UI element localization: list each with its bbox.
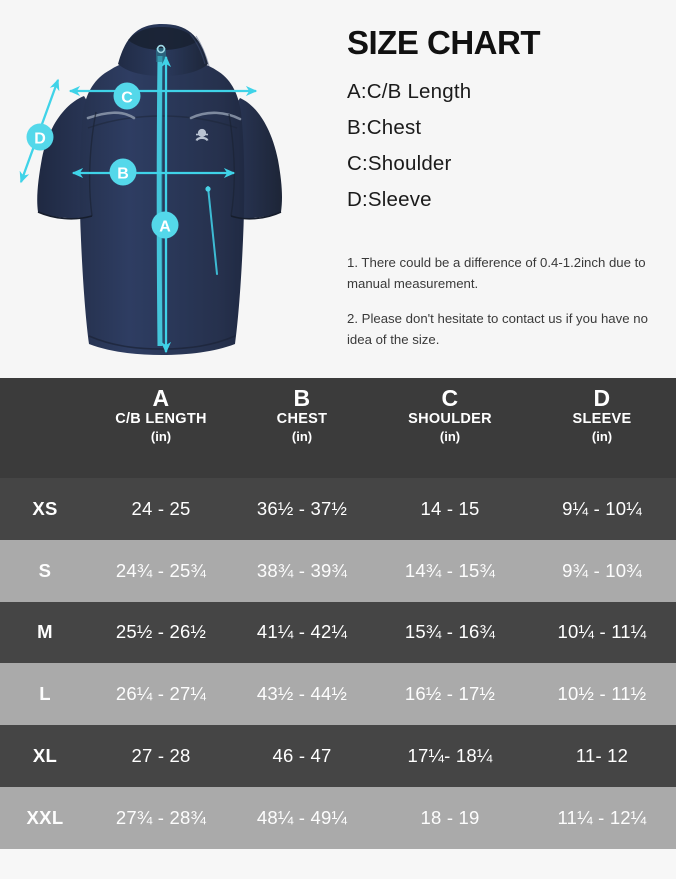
- header-cell-size: [0, 378, 90, 387]
- row-chest: 48¼ - 49¼: [256, 806, 348, 828]
- header-unit-sleeve: (in): [591, 428, 613, 444]
- row-cb-length: 25½ - 26½: [115, 621, 207, 643]
- row-shoulder: 16½ - 17½: [404, 683, 496, 705]
- legend-item-b: B:Chest: [347, 116, 422, 139]
- header-unit-shoulder: (in): [439, 428, 461, 444]
- note-measurement-tolerance: 1. There could be a difference of 0.4-1.…: [347, 255, 646, 291]
- header-cell-chest: B CHEST (in): [232, 378, 372, 445]
- notes-list: 1. There could be a difference of 0.4-1.…: [347, 253, 665, 364]
- table-row: XL 27 - 28 46 - 47 17¼- 18¼ 11- 12: [0, 725, 676, 787]
- left-sleeve-hem: [37, 211, 93, 220]
- row-chest: 36½ - 37½: [256, 497, 348, 519]
- header-name-chest: CHEST: [276, 410, 328, 427]
- table-row: XS 24 - 25 36½ - 37½ 14 - 15 9¼ - 10¼: [0, 478, 676, 540]
- marker-badge-d: D: [26, 123, 54, 151]
- collar-ribs: [189, 33, 206, 65]
- header-name-cb-length: C/B LENGTH: [115, 410, 207, 427]
- header-letter-d: D: [593, 385, 611, 411]
- right-chest-welt: [189, 111, 242, 121]
- pocket-zipper-pull: [205, 186, 211, 192]
- front-zipper-shadow: [161, 55, 164, 347]
- garment-illustration: C B A D: [0, 0, 336, 378]
- row-chest: 43½ - 44½: [256, 683, 348, 705]
- collar-inner: [128, 27, 198, 50]
- size-table: A C/B LENGTH (in) B CHEST (in) C SHOULDE…: [0, 378, 676, 849]
- row-sleeve: 10¼ - 11¼: [557, 621, 647, 643]
- row-chest: 41¼ - 42¼: [256, 621, 348, 643]
- svg-text:C: C: [121, 90, 133, 107]
- zipper-pull: [156, 44, 166, 54]
- left-chest-welt: [86, 111, 136, 120]
- table-row: L 26¼ - 27¼ 43½ - 44½ 16½ - 17½ 10½ - 11…: [0, 663, 676, 726]
- bottom-spacer: [0, 849, 676, 879]
- header-letter-b: B: [293, 385, 311, 411]
- header-unit-chest: (in): [291, 428, 313, 444]
- header-cell-cb-length: A C/B LENGTH (in): [90, 378, 232, 445]
- row-cb-length: 24 - 25: [131, 497, 191, 519]
- row-chest: 38¾ - 39¾: [256, 559, 348, 581]
- header-letter-c: C: [441, 385, 459, 411]
- svg-text:B: B: [117, 166, 129, 183]
- header-cell-shoulder: C SHOULDER (in): [372, 378, 528, 445]
- row-sleeve: 9¼ - 10¼: [562, 497, 642, 519]
- svg-text:A: A: [159, 219, 171, 236]
- table-row: S 24¾ - 25¾ 38¾ - 39¾ 14¾ - 15¾ 9¾ - 10¾: [0, 539, 676, 602]
- legend-item-a: A:C/B Length: [347, 80, 472, 103]
- row-shoulder: 18 - 19: [420, 806, 480, 828]
- row-sleeve: 11¼ - 12¼: [557, 806, 647, 828]
- collar-ribs-2: [195, 35, 210, 67]
- row-size-label: S: [38, 559, 52, 581]
- table-row: XXL 27¾ - 28¾ 48¼ - 49¼ 18 - 19 11¼ - 12…: [0, 786, 676, 849]
- right-sleeve-hem: [230, 211, 282, 220]
- legend-list: A:C/B Length B:Chest C:Shoulder D:Sleeve: [347, 80, 673, 226]
- header-unit-cb-length: (in): [150, 428, 172, 444]
- legend-item-d: D:Sleeve: [347, 188, 432, 211]
- right-armhole: [228, 113, 235, 217]
- header-cell-sleeve: D SLEEVE (in): [528, 378, 676, 445]
- row-size-label: L: [39, 683, 51, 705]
- row-shoulder: 14 - 15: [420, 497, 480, 519]
- table-header-row: A C/B LENGTH (in) B CHEST (in) C SHOULDE…: [0, 378, 676, 478]
- row-cb-length: 27 - 28: [131, 745, 191, 767]
- table-row: M 25½ - 26½ 41¼ - 42¼ 15¾ - 16¾ 10¼ - 11…: [0, 601, 676, 664]
- row-cb-length: 24¾ - 25¾: [115, 559, 207, 581]
- row-shoulder: 14¾ - 15¾: [404, 559, 496, 581]
- brand-logo-icon: [195, 128, 209, 142]
- row-size-label: XL: [32, 745, 58, 767]
- top-section: C B A D SIZE CHART A:C/B Len: [0, 0, 676, 378]
- pocket-zipper: [207, 186, 218, 275]
- page-title: SIZE CHART: [347, 24, 541, 61]
- header-name-shoulder: SHOULDER: [408, 410, 492, 427]
- row-size-label: XXL: [26, 806, 64, 828]
- info-column: SIZE CHART A:C/B Length B:Chest C:Should…: [344, 0, 676, 378]
- row-chest: 46 - 47: [272, 745, 332, 767]
- row-size-label: M: [37, 621, 53, 643]
- row-cb-length: 26¼ - 27¼: [115, 683, 207, 705]
- row-sleeve: 9¾ - 10¾: [562, 559, 642, 581]
- marker-badge-b: B: [109, 158, 137, 186]
- legend-item-c: C:Shoulder: [347, 152, 452, 175]
- row-size-label: XS: [32, 497, 58, 519]
- marker-badge-c: C: [113, 82, 141, 110]
- row-shoulder: 17¼- 18¼: [407, 745, 493, 767]
- left-armhole: [88, 111, 97, 217]
- header-name-sleeve: SLEEVE: [572, 410, 632, 427]
- row-sleeve: 11- 12: [575, 745, 629, 767]
- marker-badge-a: A: [151, 211, 179, 239]
- header-letter-a: A: [152, 385, 170, 411]
- note-contact-us: 2. Please don't hesitate to contact us i…: [347, 310, 648, 347]
- front-zipper: [156, 55, 163, 347]
- row-cb-length: 27¾ - 28¾: [115, 806, 207, 828]
- row-sleeve: 10½ - 11½: [557, 683, 647, 705]
- row-shoulder: 15¾ - 16¾: [404, 621, 496, 643]
- svg-text:D: D: [34, 131, 46, 148]
